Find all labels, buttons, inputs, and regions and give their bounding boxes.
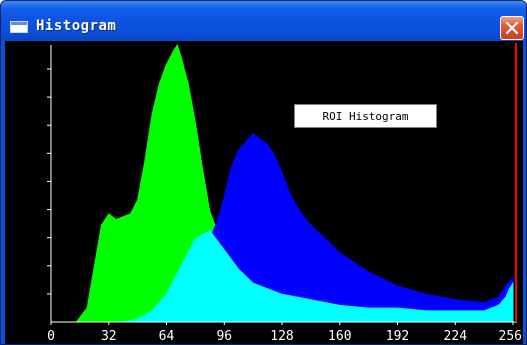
histogram-series-2 (209, 132, 514, 323)
window-title: Histogram (36, 18, 117, 34)
histogram-series-0 (51, 43, 225, 323)
x-tick-label-160: 160 (328, 329, 351, 344)
roi-histogram-label: ROI Histogram (294, 104, 437, 128)
x-tick-label-224: 224 (444, 329, 468, 344)
close-button[interactable] (500, 16, 524, 40)
x-tick-label-192: 192 (386, 329, 409, 344)
x-tick-label-128: 128 (270, 329, 293, 344)
window-icon (10, 21, 28, 33)
title-bar[interactable]: Histogram (1, 1, 526, 41)
x-tick-label-64: 64 (159, 329, 175, 344)
close-icon (505, 21, 519, 35)
histogram-canvas: 0 32 64 96 128 160 192 224 256 ROI Histogram (5, 41, 523, 344)
x-tick-label-256: 256 (499, 329, 522, 344)
window-frame-left (1, 41, 5, 344)
x-tick-label-0: 0 (47, 329, 55, 344)
x-tick-label-96: 96 (216, 329, 232, 344)
histogram-plot: 0 32 64 96 128 160 192 224 256 (47, 43, 522, 344)
x-tick-label-32: 32 (101, 329, 117, 344)
window-frame-right (523, 41, 526, 344)
histogram-series-1 (51, 229, 514, 323)
